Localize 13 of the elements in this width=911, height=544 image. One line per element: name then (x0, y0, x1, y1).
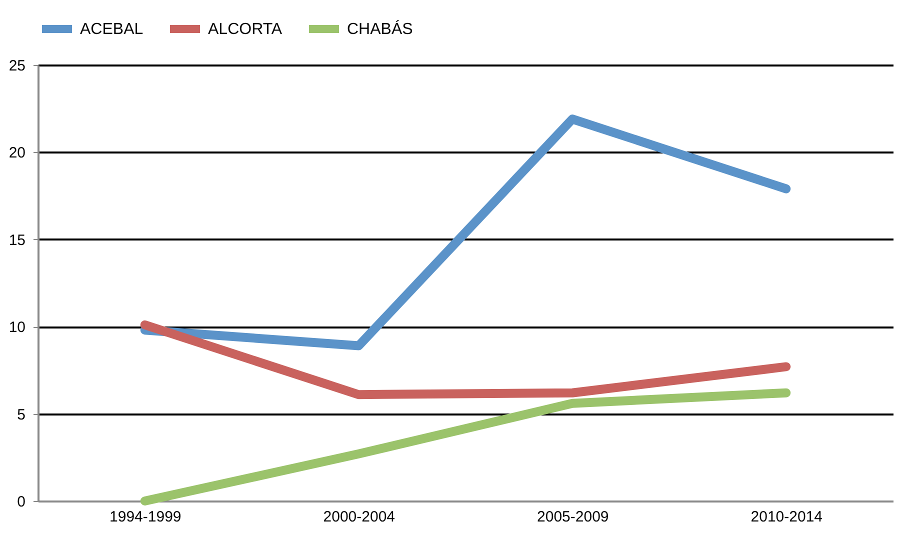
x-tick-label: 2005-2009 (537, 508, 609, 526)
x-tick-label: 1994-1999 (110, 508, 182, 526)
legend-label: CHABÁS (347, 20, 413, 38)
x-tick-label: 2000-2004 (323, 508, 395, 526)
y-tick-label: 10 (8, 319, 26, 336)
legend-label: ACEBAL (80, 21, 144, 38)
y-tick-label: 25 (8, 58, 26, 74)
y-tick-label: 5 (17, 406, 26, 424)
y-tick-label: 15 (8, 232, 26, 249)
y-tick-label: 20 (8, 144, 26, 162)
legend-label: ALCORTA (208, 21, 282, 38)
x-tick-label: 2010-2014 (750, 508, 822, 526)
y-tick-label: 0 (17, 494, 26, 510)
